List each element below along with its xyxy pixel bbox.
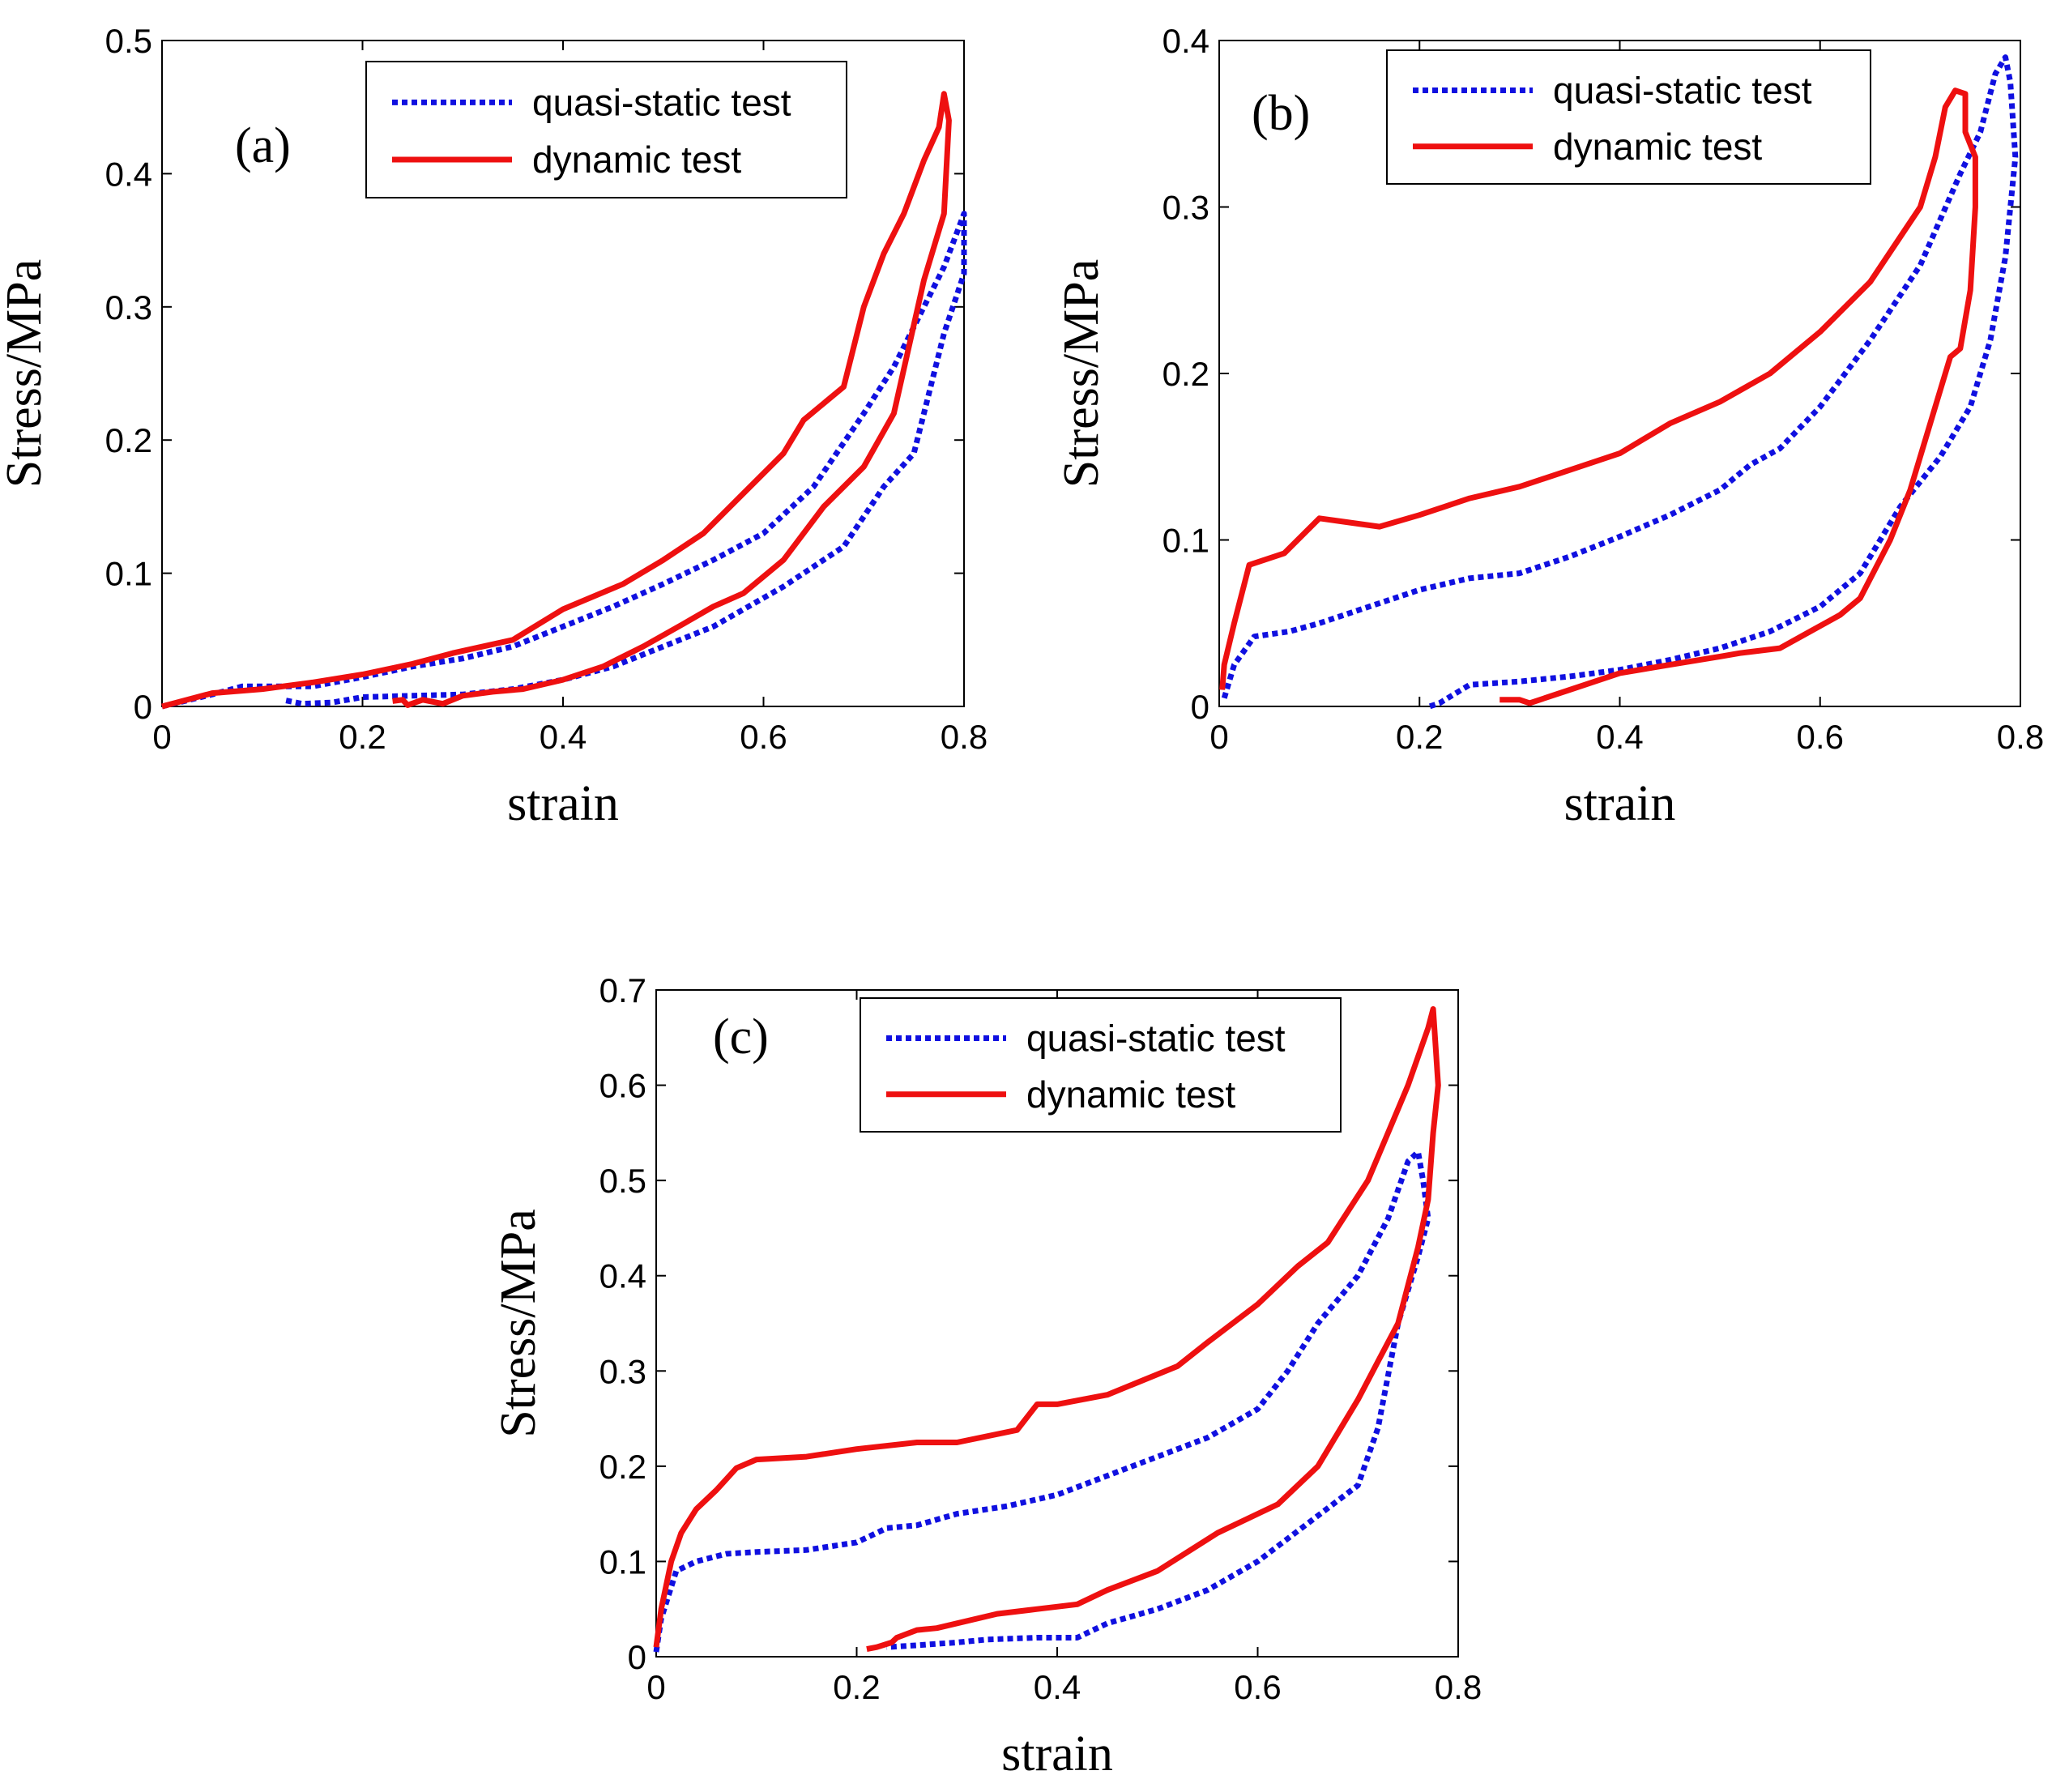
quasi-static-series-line bbox=[653, 1149, 1431, 1653]
y-tick-label: 0.5 bbox=[105, 22, 152, 60]
y-tick-label: 0.3 bbox=[599, 1352, 646, 1390]
legend-label: dynamic test bbox=[532, 139, 741, 181]
y-tick-label: 0.1 bbox=[599, 1542, 646, 1581]
legend-label: quasi-static test bbox=[532, 81, 791, 123]
x-tick-label: 0.4 bbox=[1034, 1668, 1081, 1706]
x-tick-label: 0.6 bbox=[1797, 718, 1844, 756]
dynamic-series-line bbox=[161, 91, 952, 710]
panel-label: (b) bbox=[1252, 86, 1310, 141]
y-tick-label: 0.1 bbox=[105, 555, 152, 593]
y-tick-label: 0 bbox=[1191, 688, 1209, 726]
y-tick-label: 0.2 bbox=[1162, 355, 1209, 393]
panel-c: 0 0.2 0.4 0.6 0.8 0 0.1 0.2 0.3 0.4 0.5 0.6 0.7 strai… bbox=[491, 971, 1482, 1781]
panel-a: 0 0.2 0.4 0.6 0.8 0 0.1 0.2 0.3 0.4 0.5 strain Stres… bbox=[0, 22, 988, 831]
legend-label: dynamic test bbox=[1553, 126, 1762, 168]
y-axis-title: Stress/MPa bbox=[0, 259, 52, 488]
legend-box bbox=[365, 61, 847, 198]
x-axis-title: strain bbox=[507, 776, 619, 831]
legend-label: quasi-static test bbox=[1026, 1018, 1286, 1060]
y-tick-label: 0.2 bbox=[599, 1448, 646, 1486]
dynamic-series-line bbox=[1219, 87, 1978, 706]
legend-box bbox=[1386, 49, 1871, 185]
x-tick-label: 0.2 bbox=[833, 1668, 880, 1706]
x-tick-label: 0.2 bbox=[1396, 718, 1443, 756]
y-tick-label: 0.2 bbox=[105, 421, 152, 459]
legend: quasi-static test dynamic test bbox=[1386, 49, 1871, 185]
y-tick-label: 0.7 bbox=[599, 971, 646, 1009]
dynamic-series-line bbox=[653, 1006, 1441, 1653]
y-axis-title: Stress/MPa bbox=[1054, 259, 1109, 488]
x-tick-label: 0.8 bbox=[941, 718, 988, 756]
x-axis-title: strain bbox=[1001, 1726, 1113, 1781]
panel-label: (a) bbox=[235, 118, 291, 173]
legend-box bbox=[860, 997, 1342, 1133]
y-tick-label: 0.4 bbox=[105, 155, 152, 193]
y-tick-label: 0 bbox=[134, 688, 152, 726]
x-tick-label: 0.4 bbox=[1596, 718, 1643, 756]
legend: quasi-static test dynamic test bbox=[860, 997, 1342, 1133]
panel-label: (c) bbox=[713, 1009, 769, 1065]
x-tick-label: 0.6 bbox=[1234, 1668, 1281, 1706]
x-tick-label: 0.8 bbox=[1435, 1668, 1482, 1706]
y-axis-title: Stress/MPa bbox=[491, 1209, 546, 1437]
y-tick-label: 0.6 bbox=[599, 1067, 646, 1105]
y-tick-label: 0.3 bbox=[1162, 189, 1209, 227]
x-tick-label: 0.2 bbox=[339, 718, 386, 756]
legend: quasi-static test dynamic test bbox=[365, 61, 847, 198]
legend-label: quasi-static test bbox=[1553, 70, 1812, 112]
x-tick-label: 0 bbox=[646, 1668, 665, 1706]
x-tick-label: 0.6 bbox=[740, 718, 787, 756]
y-tick-label: 0.4 bbox=[1162, 22, 1209, 60]
y-tick-label: 0.5 bbox=[599, 1162, 646, 1200]
x-axis-title: strain bbox=[1564, 776, 1676, 831]
y-tick-label: 0.3 bbox=[105, 288, 152, 326]
y-tick-label: 0 bbox=[628, 1638, 646, 1676]
x-tick-label: 0.4 bbox=[540, 718, 587, 756]
quasi-static-series-line bbox=[1221, 54, 2019, 710]
x-tick-label: 0 bbox=[1209, 718, 1228, 756]
y-tick-label: 0.4 bbox=[599, 1257, 646, 1295]
x-tick-label: 0.8 bbox=[1997, 718, 2044, 756]
legend-label: dynamic test bbox=[1026, 1073, 1235, 1116]
panel-b: 0 0.2 0.4 0.6 0.8 0 0.1 0.2 0.3 0.4 strain Stress/M… bbox=[1054, 22, 2044, 831]
y-tick-label: 0.1 bbox=[1162, 522, 1209, 560]
x-tick-label: 0 bbox=[152, 718, 171, 756]
